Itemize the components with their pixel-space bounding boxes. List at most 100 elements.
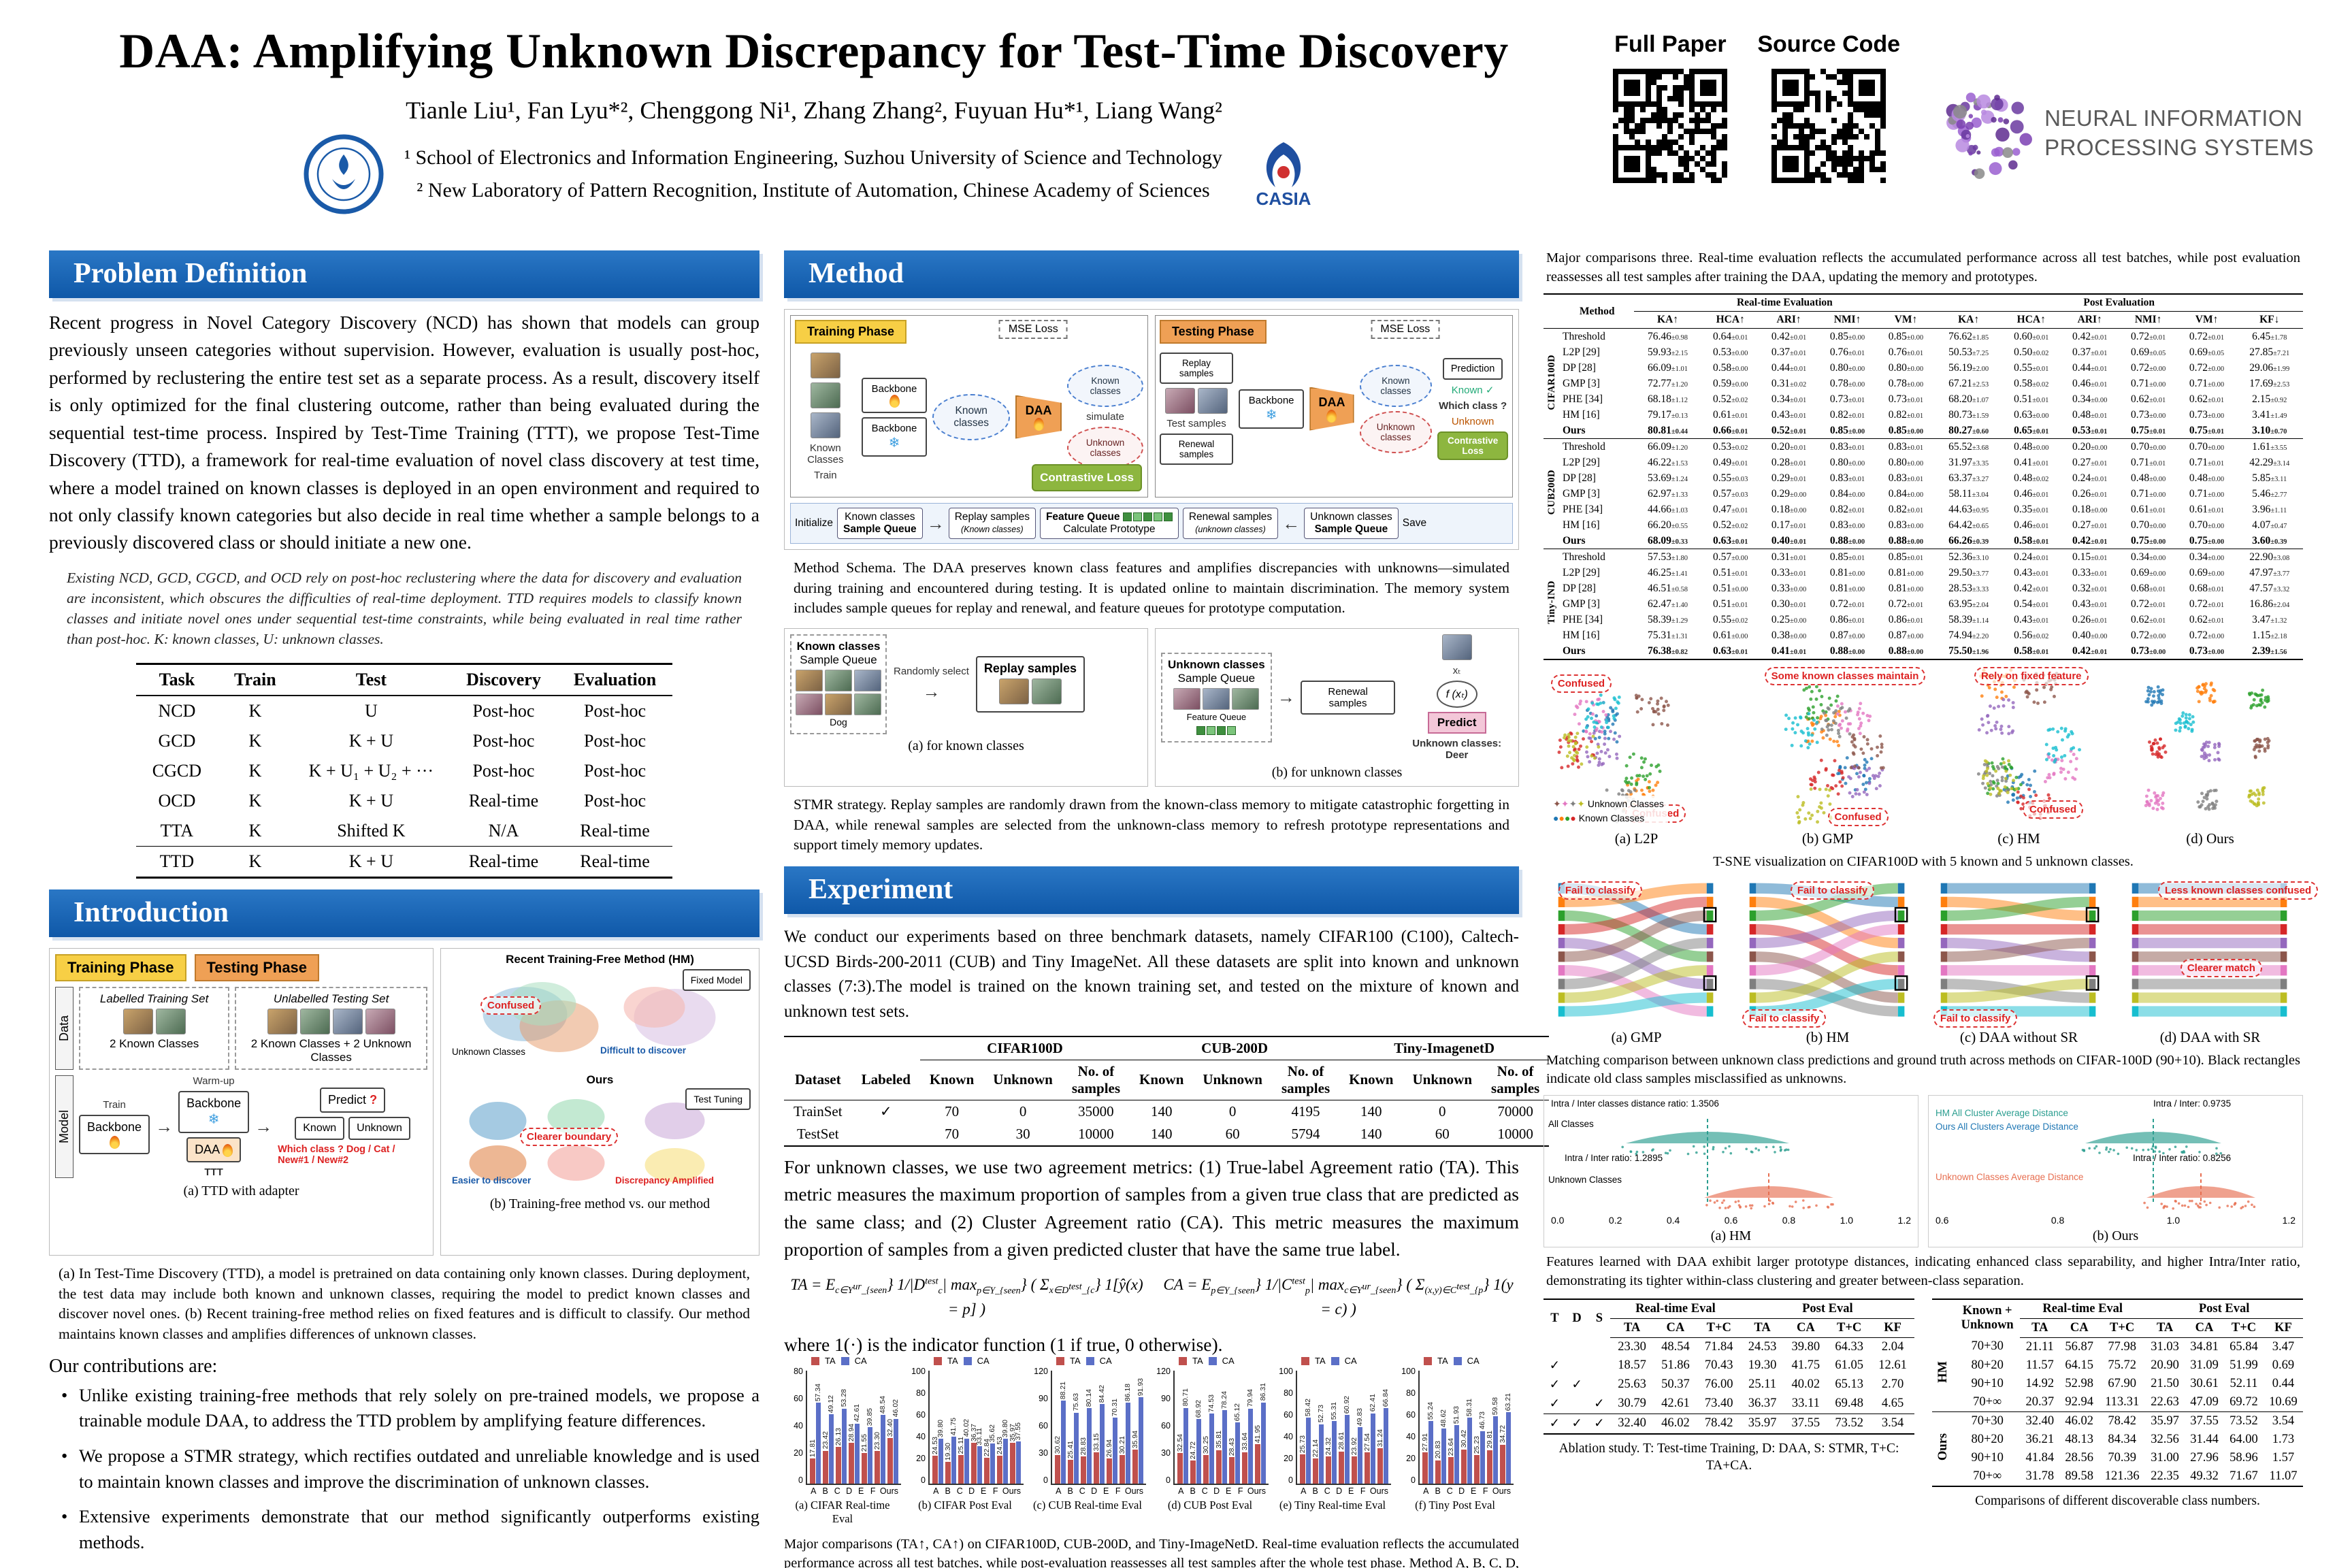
left-column: Problem Definition Recent progress in No… (49, 240, 760, 1568)
metric-value-cell: 0.82±0.01 (1888, 408, 1924, 421)
bar-value-label: 39.85 (866, 1408, 874, 1426)
x-tick-label: E (981, 1486, 987, 1497)
ta-bar: 24.53 (996, 1437, 1004, 1484)
ca-bar: 78.24 (1220, 1391, 1228, 1484)
ta-bar: 26.13 (834, 1428, 843, 1484)
plus-minus: ±0.00 (1790, 632, 1807, 640)
metric-value-cell: 57.53±1.80 (1634, 549, 1701, 566)
plus-minus: ±0.00 (2032, 444, 2049, 452)
testing-output-clusters: Known classes Unknown classes (1359, 364, 1433, 453)
method-name-cell: PHE [34] (1563, 613, 1603, 625)
casia-logo-icon: CASIA (1243, 137, 1324, 212)
plus-minus: ±0.00 (1848, 648, 1865, 656)
main-group-row: Method Real-time Evaluation Post Evaluatio… (1544, 293, 2303, 329)
classnum-row: 70+∞ 31.78 89.58 121.36 22.35 49.32 71.67 11.07 (1932, 1467, 2303, 1486)
dataset-table-head: CIFAR100D CUB-200D Tiny-ImagenetD Dataset La… (784, 1035, 1550, 1100)
plus-minus: ±0.02 (2032, 349, 2049, 357)
task-cell: TTD (159, 851, 195, 872)
bar-value-label: 49.12 (827, 1394, 835, 1414)
plus-minus: ±1.12 (1671, 396, 1688, 404)
predict-box: Predict ? (320, 1088, 386, 1113)
task-col-header: Train (234, 670, 276, 690)
metric-value-cell: 1.61±3.55 (2236, 438, 2303, 455)
sub-col-header: KF (1871, 1318, 1914, 1338)
plus-minus: ±0.00 (2149, 412, 2166, 420)
classnum-row: 80+20 11.57 64.15 75.72 20.90 31.09 51.99 0.69 (1932, 1356, 2303, 1375)
bar-group: 33.64 79.94 (1241, 1371, 1254, 1484)
plus-minus: ±0.00 (1906, 648, 1924, 656)
plus-minus: ±0.01 (1848, 617, 1865, 625)
metric-value-cell: 0.48±0.00 (2189, 472, 2225, 484)
dataset-rotated-label: CUB200D (1544, 438, 1560, 549)
daa-module: DAA (1309, 387, 1354, 431)
value-cell: 140 (1150, 1125, 1173, 1142)
metric-col-header: NMI↑ (1818, 311, 1877, 329)
ca-bar: 35.62 (988, 1424, 996, 1484)
x-tick: 0.6 (1724, 1215, 1738, 1226)
experiment-intro: We conduct our experiments based on thre… (784, 927, 1519, 1022)
ablation-group-row: T D S Real-time Eval Post Eval (1544, 1298, 1914, 1338)
sankey-panel-label: (c) DAA without SR (1959, 1029, 2078, 1046)
sub-col-header: TA (1740, 1318, 1784, 1338)
ta-bar: 28.43 (1228, 1438, 1236, 1484)
dataset-sub-header: Known (1339, 1060, 1403, 1100)
metric-value-cell: 0.58±0.01 (2014, 644, 2049, 657)
ta-bar: 20.83 (1434, 1441, 1442, 1484)
bar-value-label: 53.28 (840, 1389, 848, 1407)
unknown-classes-note: Unknown Classes (452, 1047, 526, 1058)
plus-minus: ±0.01 (1790, 570, 1807, 578)
feature-queue-box: Feature Queue Calculate Prototype (1039, 508, 1179, 539)
y-tick-label: 80 (1406, 1388, 1416, 1399)
section-method: Method (784, 250, 1519, 298)
task-col-header: Task (159, 670, 195, 690)
value-cell: 42.61 (1661, 1396, 1690, 1411)
result-row: DP [28] 46.51±0.58 0.51±0.00 0.33±0.00 0.81±… (1544, 581, 2303, 596)
bar-value-label: 86.18 (1124, 1383, 1132, 1401)
plus-minus: ±0.00 (2149, 632, 2166, 640)
renewal-tag: (unknown classes) (1195, 525, 1266, 534)
metric-value-cell: 0.52±0.02 (1713, 519, 1748, 531)
bar-value-label: 55.24 (1426, 1402, 1435, 1420)
value-cell: 121.36 (2104, 1469, 2140, 1483)
plus-minus: ±0.00 (1848, 491, 1865, 499)
ca-legend-label: CA (1344, 1356, 1357, 1367)
metric-value-cell: 0.43±0.01 (1771, 408, 1807, 421)
y-tick-label: 20 (1406, 1454, 1416, 1464)
predict-chain: xₜ f (xₜ) Predict Unknown classes: Deer (1401, 634, 1513, 761)
bar-value-label: 33.15 (1092, 1433, 1100, 1452)
dataset-name: Tiny-IND (1546, 581, 1557, 625)
known-box: Known (295, 1117, 345, 1141)
plus-minus: ±0.00 (2149, 538, 2166, 546)
value-cell: 30 (1015, 1125, 1030, 1142)
ta-bar: 24.32 (1324, 1437, 1333, 1484)
plus-minus: ±2.53 (2273, 380, 2290, 389)
bar-group: 24.72 68.92 (1189, 1371, 1203, 1484)
value-cell: 52.98 (2065, 1376, 2094, 1390)
metric-value-cell: 0.71±0.00 (2189, 377, 2225, 389)
metric-value-cell: 0.85±0.00 (1876, 328, 1936, 345)
metric-value-cell: 0.42±0.01 (2060, 328, 2119, 345)
metric-value-cell: 75.31±1.31 (1647, 629, 1688, 641)
dataset-sub-header: Unknown (1193, 1060, 1272, 1100)
plus-minus: ±3.77 (2273, 570, 2290, 578)
metric-value-cell: 0.86±0.01 (1829, 613, 1865, 625)
method-name-cell: GMP [3] (1563, 377, 1600, 389)
dataset-group-header: CUB-200D (1130, 1035, 1340, 1060)
metric-value-cell: 0.72±0.00 (2130, 629, 2166, 641)
amplified-note: Discrepancy Amplified (615, 1175, 715, 1186)
replay-tag: (Known classes) (960, 525, 1024, 534)
plus-minus: ±0.01 (2032, 648, 2049, 656)
metric-value-cell: 0.72±0.00 (2189, 629, 2225, 641)
value-cell: 64.33 (1835, 1339, 1863, 1354)
ta-legend-swatch (1179, 1356, 1187, 1365)
metric-value-cell: 0.41±0.01 (2014, 456, 2049, 468)
result-row: CUB200D Threshold 66.09±1.20 0.53±0.02 0.20±… (1544, 438, 2303, 549)
result-row: L2P [29] 46.22±1.53 0.49±0.01 0.28±0.01 0.80… (1544, 455, 2303, 470)
method-rotated-label: Ours (1932, 1411, 1955, 1486)
bar-value-label: 25.73 (1298, 1435, 1307, 1454)
plus-minus: ±1.20 (1671, 444, 1688, 452)
metric-value-cell: 0.48±0.01 (2072, 408, 2108, 421)
method-name-cell: L2P [29] (1563, 456, 1600, 468)
ca-legend-label: CA (854, 1356, 867, 1367)
bar-value-label: 25.23 (1472, 1435, 1481, 1454)
